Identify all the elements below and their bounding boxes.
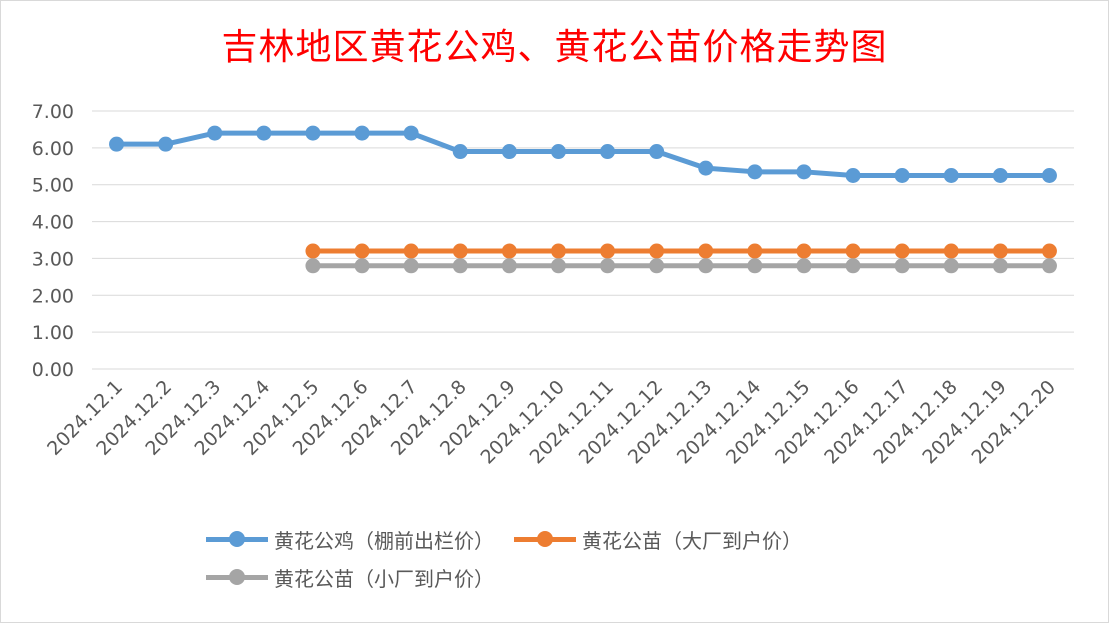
data-point <box>796 164 812 180</box>
data-point <box>354 243 370 259</box>
data-point <box>305 125 321 141</box>
legend-label-chick-large: 黄花公苗（大厂到户价） <box>582 528 802 553</box>
data-point <box>845 168 861 183</box>
data-point <box>452 258 468 274</box>
data-point <box>403 243 419 259</box>
y-tick-label: 4.00 <box>32 212 74 234</box>
data-point <box>207 125 223 141</box>
legend-row: 黄花公苗（小厂到户价） <box>206 558 966 596</box>
data-point <box>403 258 419 274</box>
data-point <box>992 258 1008 274</box>
data-point <box>894 168 910 183</box>
data-point <box>305 258 321 274</box>
data-point <box>747 164 763 180</box>
legend-item-rooster: 黄花公鸡（棚前出栏价） <box>206 525 494 554</box>
chart-title: 吉林地区黄花公鸡、黄花公苗价格走势图 <box>221 27 888 68</box>
data-point <box>452 144 468 160</box>
data-point <box>649 258 665 274</box>
legend-swatch-chick-small <box>206 567 268 587</box>
data-point <box>354 258 370 274</box>
data-point <box>943 258 959 274</box>
data-point <box>600 258 616 274</box>
series-line <box>114 130 1052 178</box>
legend-item-chick-small: 黄花公苗（小厂到户价） <box>206 563 494 592</box>
data-point <box>305 243 321 259</box>
data-point <box>256 125 272 141</box>
data-point <box>796 258 812 274</box>
y-tick-label: 6.00 <box>32 138 74 160</box>
legend-label-chick-small: 黄花公苗（小厂到户价） <box>274 566 494 591</box>
data-point <box>501 258 517 274</box>
data-point <box>1041 243 1057 259</box>
data-point <box>747 243 763 259</box>
y-tick-label: 0.00 <box>32 359 74 381</box>
data-point <box>403 125 419 141</box>
legend-swatch-chick-large <box>514 529 576 549</box>
data-point <box>1041 168 1057 183</box>
data-point <box>796 243 812 259</box>
data-point <box>992 168 1008 183</box>
data-point <box>845 243 861 259</box>
y-tick-label: 1.00 <box>32 322 74 344</box>
data-point <box>452 243 468 259</box>
data-point <box>943 168 959 183</box>
data-point <box>600 243 616 259</box>
data-point <box>600 144 616 160</box>
data-point <box>354 125 370 141</box>
data-point <box>698 160 714 176</box>
y-tick-label: 7.00 <box>32 101 74 123</box>
data-point <box>943 243 959 259</box>
data-point <box>550 243 566 259</box>
legend-swatch-rooster <box>206 529 268 549</box>
legend-label-rooster: 黄花公鸡（棚前出栏价） <box>274 528 494 553</box>
data-point <box>649 243 665 259</box>
data-point <box>698 258 714 274</box>
data-point <box>1041 258 1057 274</box>
legend-item-chick-large: 黄花公苗（大厂到户价） <box>514 525 802 554</box>
data-point <box>501 243 517 259</box>
data-point <box>845 258 861 274</box>
data-point <box>550 258 566 274</box>
data-point <box>109 136 125 152</box>
data-point <box>894 243 910 259</box>
data-point <box>158 136 174 152</box>
legend: 黄花公鸡（棚前出栏价） 黄花公苗（大厂到户价） 黄花公苗（小厂到户价） <box>206 520 966 596</box>
data-point <box>501 144 517 160</box>
data-point <box>992 243 1008 259</box>
data-point <box>894 258 910 274</box>
data-point <box>550 144 566 160</box>
y-tick-label: 5.00 <box>32 175 74 197</box>
data-point <box>698 243 714 259</box>
y-tick-label: 3.00 <box>32 248 74 270</box>
legend-row: 黄花公鸡（棚前出栏价） 黄花公苗（大厂到户价） <box>206 520 966 558</box>
data-point <box>649 144 665 160</box>
data-point <box>747 258 763 274</box>
y-tick-label: 2.00 <box>32 285 74 307</box>
